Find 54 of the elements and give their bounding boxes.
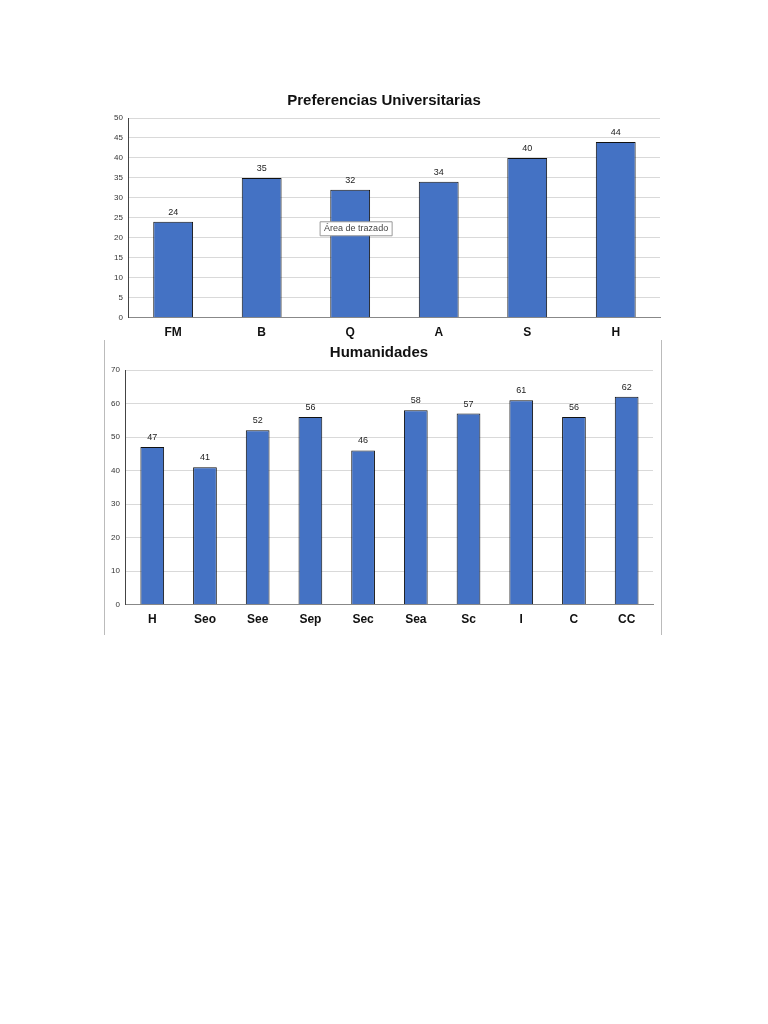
data-label: 52 [252, 415, 263, 426]
x-tick-label: H [147, 612, 157, 627]
data-label: 61 [516, 385, 527, 396]
data-label: 62 [621, 381, 632, 392]
data-label: 56 [305, 401, 316, 412]
y-tick-label: 40 [113, 153, 124, 163]
data-label: 32 [345, 174, 356, 185]
y-tick-label: 60 [110, 398, 121, 408]
data-label: 35 [256, 162, 267, 173]
x-tick-label: B [257, 325, 267, 340]
x-tick-label: A [434, 325, 444, 340]
x-tick-label: Seo [193, 612, 216, 627]
y-tick-label: 50 [110, 432, 121, 442]
chart-title: Preferencias Universitarias [287, 91, 481, 109]
y-tick-label: 10 [110, 566, 121, 576]
y-tick-label: 40 [110, 465, 121, 475]
x-tick-label: Q [345, 325, 355, 340]
y-tick-label: 35 [113, 173, 124, 183]
y-tick-label: 50 [113, 113, 124, 123]
y-tick-label: 0 [118, 312, 124, 322]
x-tick-label: FM [164, 325, 182, 340]
x-tick-label: CC [617, 612, 636, 627]
x-tick-label: Sea [405, 612, 427, 627]
data-label: 24 [168, 206, 179, 217]
y-tick-label: 0 [115, 599, 121, 609]
y-tick-label: 20 [113, 232, 124, 242]
data-label: 34 [433, 166, 444, 177]
data-label: 40 [522, 142, 533, 153]
y-tick-label: 10 [113, 272, 124, 282]
data-label: 58 [410, 395, 421, 406]
y-tick-label: 45 [113, 133, 124, 143]
y-tick-label: 25 [113, 213, 124, 222]
data-label: 57 [463, 398, 474, 409]
y-tick-label: 5 [118, 292, 124, 302]
data-label: 56 [568, 401, 579, 412]
x-tick-label: Sec [352, 612, 375, 627]
chart-title: Humanidades [329, 343, 429, 361]
data-label: 41 [199, 452, 210, 463]
y-tick-label: 20 [110, 532, 121, 542]
annotation: Área de trazado [324, 223, 389, 234]
x-tick-label: C [569, 612, 579, 627]
x-tick-label: S [523, 325, 532, 340]
data-label: 47 [147, 432, 158, 443]
x-tick-label: Sc [461, 612, 477, 627]
data-label: 46 [358, 435, 369, 446]
x-tick-label: H [611, 325, 621, 340]
x-tick-label: See [246, 612, 269, 627]
x-tick-label: I [519, 612, 523, 627]
y-tick-label: 30 [113, 193, 124, 203]
x-tick-label: Sep [299, 612, 322, 627]
data-label: 44 [610, 126, 621, 137]
y-tick-label: 70 [110, 365, 121, 375]
y-tick-label: 15 [113, 252, 124, 262]
y-tick-label: 30 [110, 499, 121, 509]
